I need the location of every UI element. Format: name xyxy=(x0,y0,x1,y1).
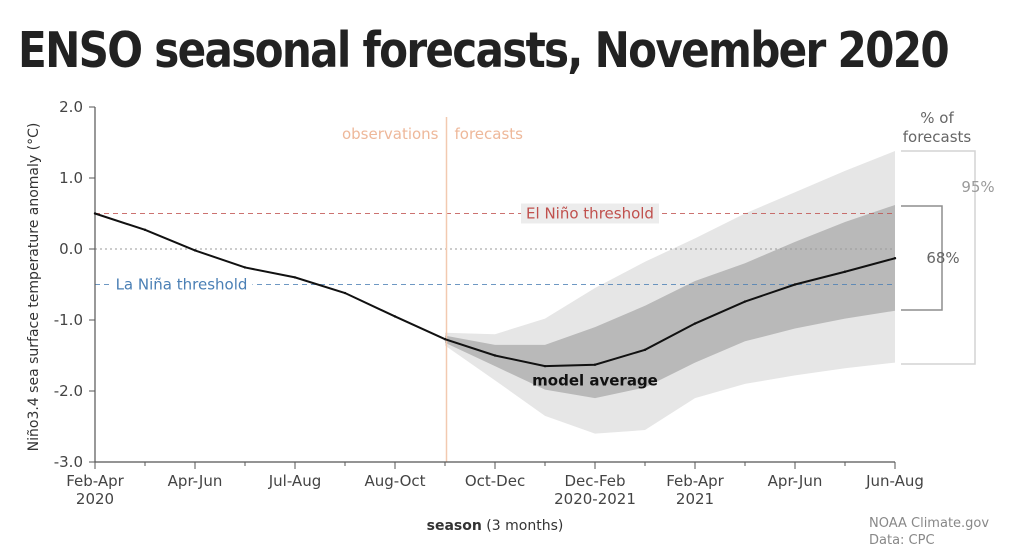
legend-title-line1: % of xyxy=(920,109,954,127)
annotations: observations forecasts El Niño threshold La… xyxy=(110,125,659,389)
model-average-point xyxy=(343,291,347,295)
credit-source: NOAA Climate.gov xyxy=(869,516,989,531)
model-average-label: model average xyxy=(532,371,658,389)
el-nino-label: El Niño threshold xyxy=(526,205,654,223)
model-average-point xyxy=(843,270,847,273)
model-average-point xyxy=(393,315,397,318)
x-tick-label: Apr-Jun xyxy=(768,472,823,490)
x-tick-label: Feb-Apr xyxy=(66,472,124,490)
x-tick-label: Dec-Feb xyxy=(565,472,626,490)
threshold-label-background xyxy=(110,274,253,295)
model-average-series xyxy=(93,212,897,368)
legend-95-bracket xyxy=(901,150,976,365)
model-average-point xyxy=(593,363,597,366)
model-average-point xyxy=(643,348,647,352)
forecasts-label: forecasts xyxy=(455,125,524,143)
legend-68-label: 68% xyxy=(926,249,959,267)
x-tick-sublabel: 2020 xyxy=(76,490,114,508)
x-axis-title-rest: (3 months) xyxy=(482,518,563,534)
y-axis-title: Niño3.4 sea surface temperature anomaly … xyxy=(26,123,42,452)
legend-title-line2: forecasts xyxy=(903,128,972,146)
credit-data: Data: CPC xyxy=(869,533,935,548)
x-tick-label: Jun-Aug xyxy=(865,472,924,490)
x-tick-label: Oct-Dec xyxy=(465,472,525,490)
model-average-point xyxy=(243,266,247,269)
x-tick-label: Jul-Aug xyxy=(268,472,321,490)
uncertainty-bands xyxy=(445,151,895,434)
legend-68-bracket xyxy=(901,205,943,311)
model-average-point xyxy=(93,212,97,215)
chart-title: ENSO seasonal forecasts, November 2020 xyxy=(18,22,950,79)
x-axis-title: season (3 months) xyxy=(427,518,564,534)
y-tick-label: -1.0 xyxy=(54,311,83,329)
x-tick-sublabel: 2021 xyxy=(676,490,714,508)
x-tick-label: Apr-Jun xyxy=(168,472,223,490)
y-tick-label: 1.0 xyxy=(59,169,83,187)
y-tick-label: 2.0 xyxy=(59,98,83,116)
model-average-point xyxy=(793,283,797,286)
la-nina-label: La Niña threshold xyxy=(116,276,248,294)
x-axis-title-bold: season xyxy=(427,518,482,534)
model-average-point xyxy=(693,322,697,325)
threshold-label-background xyxy=(521,203,659,224)
x-tick-label: Feb-Apr xyxy=(666,472,724,490)
grid xyxy=(95,117,895,462)
observations-label: observations xyxy=(342,125,439,143)
legend-95-label: 95% xyxy=(961,178,994,196)
band-68-percent xyxy=(445,204,895,399)
y-tick-label: -2.0 xyxy=(54,382,83,400)
model-average-point xyxy=(893,257,897,260)
y-tick-label: -3.0 xyxy=(54,453,83,471)
model-average-point xyxy=(443,337,447,341)
model-average-point xyxy=(193,249,197,252)
x-tick-sublabel: 2020-2021 xyxy=(554,490,636,508)
model-average-point xyxy=(543,364,547,368)
y-tick-label: 0.0 xyxy=(59,240,83,258)
x-tick-label: Aug-Oct xyxy=(364,472,425,490)
model-average-point xyxy=(493,354,497,357)
model-average-point xyxy=(143,228,147,232)
model-average-point xyxy=(293,276,297,279)
model-average-point xyxy=(743,300,747,303)
